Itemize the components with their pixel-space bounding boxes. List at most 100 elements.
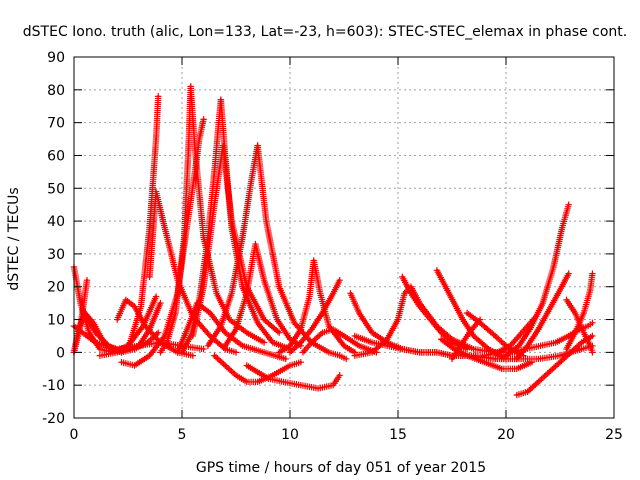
data-point — [526, 390, 529, 393]
data-point — [282, 380, 285, 384]
data-point — [308, 295, 311, 298]
data-point — [338, 374, 341, 377]
data-point — [435, 269, 439, 272]
data-point — [429, 318, 432, 321]
data-point — [558, 361, 562, 364]
data-point — [133, 305, 136, 308]
data-point — [370, 341, 374, 344]
data-point — [310, 328, 313, 331]
y-tick-label: 0 — [56, 345, 65, 361]
data-point — [321, 331, 324, 334]
data-point — [262, 341, 266, 344]
data-point — [342, 344, 346, 347]
data-point — [180, 351, 184, 354]
data-point — [267, 377, 270, 380]
y-tick-label: 60 — [47, 148, 65, 164]
y-tick-label: 80 — [47, 83, 65, 99]
data-point — [440, 331, 443, 334]
data-point — [133, 364, 136, 367]
data-point — [79, 324, 82, 328]
data-point — [265, 219, 268, 223]
data-point — [573, 311, 577, 315]
data-point — [539, 344, 542, 347]
data-point — [202, 347, 205, 351]
y-tick-label: 20 — [47, 280, 65, 296]
data-point — [440, 338, 443, 341]
data-point — [558, 288, 562, 292]
data-point — [288, 344, 292, 347]
data-point — [193, 147, 197, 151]
data-point — [500, 367, 503, 370]
data-point — [228, 318, 231, 321]
data-point — [187, 324, 190, 328]
data-point — [401, 347, 404, 351]
data-point — [234, 328, 238, 331]
data-point — [586, 324, 590, 328]
data-point — [137, 344, 140, 347]
data-point — [219, 324, 223, 328]
data-point — [262, 278, 266, 282]
data-point — [370, 331, 374, 334]
data-point — [582, 331, 585, 334]
data-point — [312, 259, 315, 262]
data-point — [483, 361, 486, 364]
data-point — [208, 311, 212, 315]
series-34 — [502, 201, 572, 359]
data-point — [245, 292, 248, 295]
data-point — [342, 334, 346, 338]
plot-frame — [73, 56, 615, 419]
data-point — [217, 121, 220, 124]
series-22 — [299, 326, 380, 356]
data-point — [537, 328, 540, 331]
data-point — [478, 321, 482, 325]
data-point — [98, 354, 102, 357]
y-tick-label: 70 — [47, 116, 65, 132]
data-point — [517, 344, 521, 347]
data-point — [349, 292, 352, 295]
data-point — [182, 236, 186, 239]
data-point — [582, 311, 585, 315]
data-point — [157, 331, 160, 334]
data-point — [299, 328, 302, 331]
x-tick-label: 0 — [70, 427, 79, 443]
data-point — [159, 341, 162, 344]
data-point — [515, 367, 518, 370]
data-point — [327, 324, 331, 328]
data-point — [154, 137, 158, 141]
data-point — [472, 347, 475, 351]
data-point — [256, 321, 259, 325]
data-point — [94, 331, 97, 334]
data-point — [370, 351, 374, 354]
data-point — [245, 380, 248, 384]
data-point — [245, 364, 248, 367]
data-point — [157, 95, 160, 98]
data-point — [418, 305, 421, 308]
data-point — [154, 190, 158, 193]
series-19-markers — [243, 362, 343, 392]
data-point — [256, 370, 259, 374]
data-point — [537, 380, 540, 384]
data-point — [116, 318, 119, 321]
data-point — [230, 219, 233, 223]
data-point — [483, 354, 486, 357]
data-point — [375, 351, 378, 354]
data-point — [357, 311, 361, 315]
data-point — [552, 265, 555, 269]
data-point — [528, 328, 531, 331]
chart-title: dSTEC Iono. truth (alic, Lon=133, Lat=-2… — [23, 24, 627, 40]
data-point — [353, 354, 356, 357]
data-point — [321, 311, 324, 315]
data-point — [401, 275, 404, 279]
y-tick-label: 40 — [47, 214, 65, 230]
series-28 — [438, 336, 536, 372]
data-point — [403, 292, 406, 295]
data-point — [213, 203, 216, 206]
data-point — [262, 351, 266, 354]
data-point — [409, 292, 413, 295]
data-point — [219, 98, 223, 101]
series-32 — [513, 332, 596, 399]
data-point — [120, 361, 123, 364]
data-point — [284, 357, 287, 361]
x-tick-label: 10 — [281, 427, 299, 443]
data-point — [450, 357, 454, 361]
